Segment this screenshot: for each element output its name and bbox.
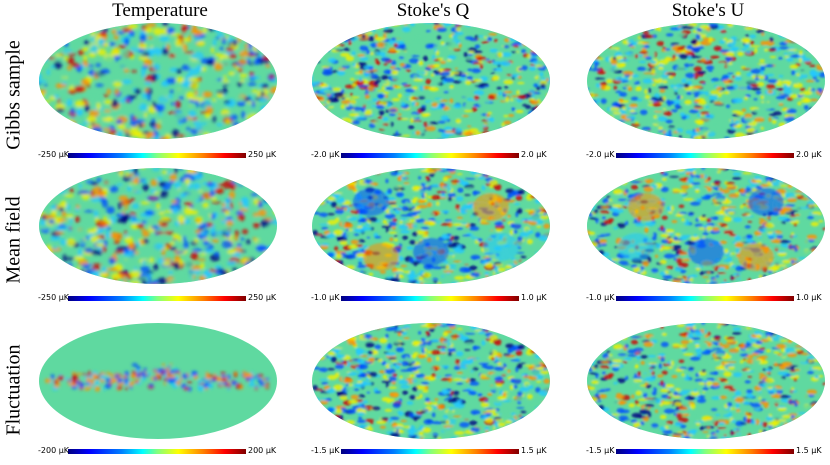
panel-fluctuation-stokes-u: -1.5 μK 1.5 μK <box>586 322 826 460</box>
sky-map-mean-field-stokes-q <box>311 167 551 285</box>
panel-fluctuation-stokes-q: -1.5 μK 1.5 μK <box>311 322 551 460</box>
sky-map-fluctuation-stokes-u <box>586 322 826 440</box>
colorbar <box>616 296 794 301</box>
colorbar-min-label: -250 μK <box>38 150 69 159</box>
panel-mean-field-temperature: -250 μK 250 μK <box>38 167 278 305</box>
colorbar <box>616 153 794 158</box>
panel-fluctuation-temperature: -200 μK 200 μK <box>38 322 278 460</box>
sky-map-fluctuation-temperature <box>38 322 278 440</box>
colorbar-max-label: 1.0 μK <box>796 293 822 302</box>
colorbar-max-label: 250 μK <box>248 150 276 159</box>
colorbar <box>616 449 794 454</box>
sky-map-gibbs-sample-stokes-u <box>586 22 826 140</box>
colorbar <box>341 296 519 301</box>
colorbar-min-label: -1.5 μK <box>586 446 615 455</box>
colorbar-max-label: 1.5 μK <box>796 446 822 455</box>
colorbar <box>68 296 246 301</box>
panel-mean-field-stokes-q: -1.0 μK 1.0 μK <box>311 167 551 305</box>
colorbar-min-label: -2.0 μK <box>586 150 615 159</box>
colorbar <box>68 449 246 454</box>
colorbar-min-label: -1.5 μK <box>311 446 340 455</box>
row-title-mean-field: Mean field <box>0 165 28 315</box>
column-title-stokes-u: Stoke's U <box>588 0 828 22</box>
colorbar-min-label: -250 μK <box>38 293 69 302</box>
colorbar <box>68 153 246 158</box>
sky-map-mean-field-temperature <box>38 167 278 285</box>
colorbar-min-label: -1.0 μK <box>586 293 615 302</box>
panel-gibbs-sample-stokes-q: -2.0 μK 2.0 μK <box>311 22 551 160</box>
colorbar-max-label: 2.0 μK <box>796 150 822 159</box>
colorbar-max-label: 250 μK <box>248 293 276 302</box>
colorbar-max-label: 1.0 μK <box>521 293 547 302</box>
panel-gibbs-sample-stokes-u: -2.0 μK 2.0 μK <box>586 22 826 160</box>
panel-mean-field-stokes-u: -1.0 μK 1.0 μK <box>586 167 826 305</box>
column-title-stokes-q: Stoke's Q <box>313 0 553 22</box>
sky-map-gibbs-sample-stokes-q <box>311 22 551 140</box>
panel-gibbs-sample-temperature: -250 μK 250 μK <box>38 22 278 160</box>
colorbar-min-label: -1.0 μK <box>311 293 340 302</box>
sky-map-gibbs-sample-temperature <box>38 22 278 140</box>
colorbar-max-label: 2.0 μK <box>521 150 547 159</box>
row-title-fluctuation: Fluctuation <box>0 315 28 465</box>
colorbar-min-label: -2.0 μK <box>311 150 340 159</box>
row-title-gibbs-sample: Gibbs sample <box>0 20 28 170</box>
column-title-temperature: Temperature <box>40 0 280 22</box>
colorbar-max-label: 1.5 μK <box>521 446 547 455</box>
sky-map-fluctuation-stokes-q <box>311 322 551 440</box>
colorbar <box>341 153 519 158</box>
colorbar <box>341 449 519 454</box>
colorbar-min-label: -200 μK <box>38 446 69 455</box>
colorbar-max-label: 200 μK <box>248 446 276 455</box>
sky-map-mean-field-stokes-u <box>586 167 826 285</box>
